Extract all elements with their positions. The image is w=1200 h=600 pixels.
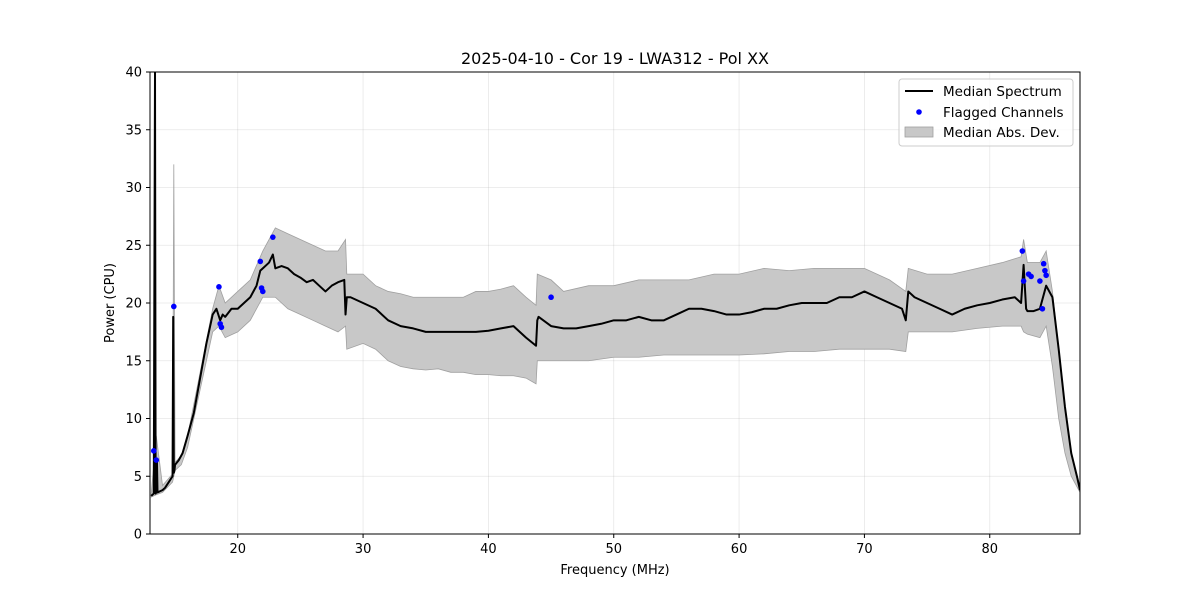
flagged-channel-point	[153, 457, 160, 463]
legend: Median Spectrum Flagged Channels Median …	[898, 78, 1074, 147]
y-tick-label: 5	[134, 470, 142, 485]
x-tick-label: 70	[856, 542, 873, 557]
legend-median-label: Median Spectrum	[943, 84, 1062, 100]
flagged-channel-point	[171, 303, 177, 310]
flagged-channel-point	[270, 234, 276, 240]
x-tick-label: 40	[480, 542, 497, 557]
flagged-channel-point	[218, 324, 225, 331]
chart-title: 2025-04-10 - Cor 19 - LWA312 - Pol XX	[461, 49, 769, 68]
y-tick-label: 15	[125, 354, 142, 369]
x-tick-label: 50	[605, 542, 622, 557]
flagged-channel-point	[1042, 267, 1048, 274]
flagged-channel-point	[1043, 272, 1049, 279]
x-tick-label: 60	[731, 542, 748, 557]
x-tick-label: 20	[229, 542, 246, 557]
y-tick-label: 0	[134, 528, 142, 543]
flagged-channel-point	[257, 258, 264, 265]
flagged-channel-point	[1039, 305, 1046, 312]
legend-mad-swatch	[904, 126, 934, 138]
data-layer	[150, 72, 1080, 498]
y-axis-ticks: 0 5 10 15 20 25 30 35 40	[125, 66, 150, 543]
flagged-channel-point	[1037, 278, 1043, 284]
y-tick-label: 30	[125, 181, 142, 196]
flagged-channel-point	[1040, 260, 1047, 267]
y-tick-label: 35	[125, 123, 142, 138]
median-spectrum-line	[150, 72, 1080, 497]
plot-area: 20 30 40 50 60 70 80 0 5 10 15 20 25 30 35 40	[125, 66, 1081, 557]
flagged-channel-point	[260, 288, 266, 295]
flagged-channel-point	[1019, 248, 1026, 254]
y-axis-label: Power (CPU)	[103, 263, 118, 343]
flagged-channel-point	[1028, 273, 1034, 280]
y-tick-label: 20	[125, 297, 142, 312]
legend-mad-label: Median Abs. Dev.	[943, 125, 1060, 141]
mad-band	[150, 164, 1080, 498]
flagged-channel-point	[548, 294, 554, 301]
x-tick-label: 80	[981, 542, 998, 557]
x-axis-label: Frequency (MHz)	[560, 563, 669, 578]
flagged-channel-point	[150, 448, 157, 454]
y-tick-label: 40	[125, 66, 142, 81]
legend-flagged-swatch	[916, 109, 922, 115]
flagged-channel-point	[1020, 278, 1027, 284]
legend-box	[898, 78, 1074, 147]
y-tick-label: 25	[125, 239, 142, 254]
x-tick-label: 30	[355, 542, 372, 557]
x-axis-ticks: 20 30 40 50 60 70 80	[229, 534, 998, 557]
y-tick-label: 10	[125, 412, 142, 427]
flagged-channel-point	[216, 284, 222, 290]
legend-flagged-label: Flagged Channels	[943, 105, 1064, 121]
